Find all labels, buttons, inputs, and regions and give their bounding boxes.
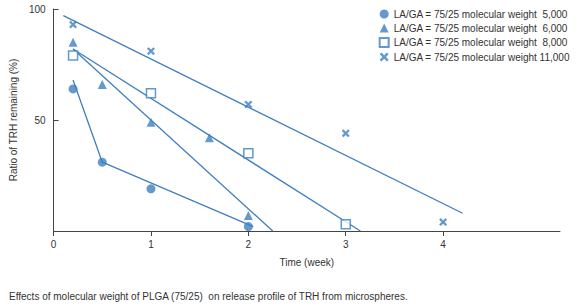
svg-text:100: 100 [29, 4, 46, 15]
svg-text:3: 3 [343, 239, 349, 250]
svg-text:4: 4 [440, 239, 446, 250]
svg-text:0: 0 [51, 239, 57, 250]
svg-text:1: 1 [148, 239, 154, 250]
svg-text:50: 50 [34, 115, 46, 126]
svg-text:Effects of molecular weight of: Effects of molecular weight of PLGA (75/… [9, 291, 408, 302]
svg-text:2: 2 [246, 239, 252, 250]
svg-text:LA/GA = 75/25 molecular weight: LA/GA = 75/25 molecular weight 11,000 [394, 52, 570, 63]
svg-text:LA/GA = 75/25 molecular weight: LA/GA = 75/25 molecular weight 6,000 [394, 23, 568, 34]
svg-text:Ratio of TRH remaining (%): Ratio of TRH remaining (%) [8, 59, 19, 182]
svg-text:Time (week): Time (week) [279, 257, 334, 268]
svg-text:LA/GA = 75/25 molecular weight: LA/GA = 75/25 molecular weight 8,000 [394, 37, 568, 48]
svg-text:LA/GA = 75/25 molecular weight: LA/GA = 75/25 molecular weight 5,000 [394, 9, 568, 20]
